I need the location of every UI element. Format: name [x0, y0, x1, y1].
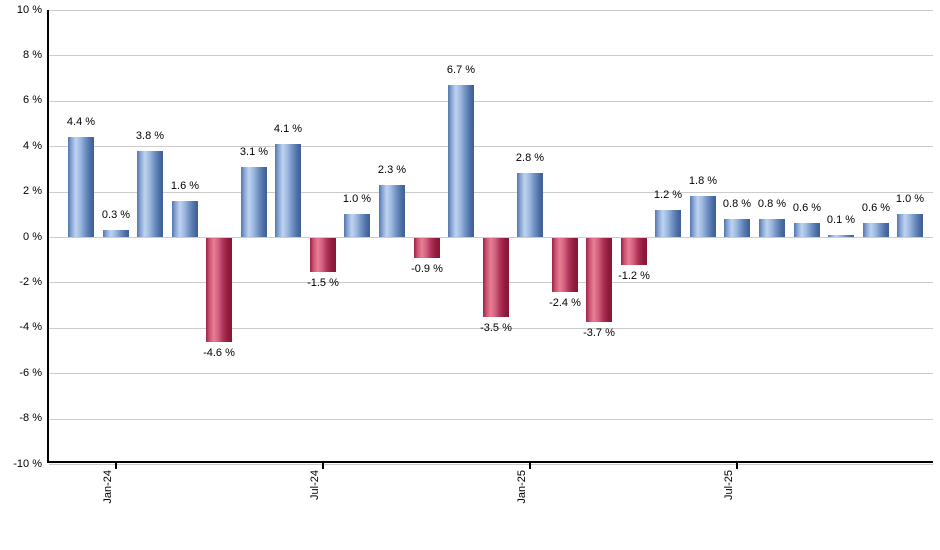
x-axis-tick-label: Jul-25	[723, 470, 735, 500]
y-axis-tick-label: 8 %	[23, 49, 42, 61]
x-axis-tick-mark	[736, 463, 738, 469]
y-axis-tick-label: 10 %	[16, 4, 42, 16]
positive-return-bar	[68, 137, 94, 237]
x-axis-line	[47, 461, 933, 463]
negative-return-bar	[621, 238, 647, 265]
gridline	[49, 192, 933, 193]
positive-return-bar	[103, 230, 129, 237]
positive-return-bar	[759, 219, 785, 237]
bar-value-label: 1.8 %	[688, 175, 718, 187]
positive-return-bar	[690, 196, 716, 237]
bar-value-label: 0.3 %	[101, 209, 131, 221]
gridline	[49, 146, 933, 147]
bar-value-label: 0.8 %	[722, 198, 752, 210]
gridline	[49, 55, 933, 56]
y-axis-tick-label: 2 %	[23, 185, 42, 197]
bar-value-label: 0.6 %	[792, 202, 822, 214]
gridline	[49, 328, 933, 329]
bar-value-label: -1.5 %	[307, 277, 339, 289]
bar-value-label: 4.1 %	[273, 123, 303, 135]
bar-value-label: 0.8 %	[757, 198, 787, 210]
positive-return-bar	[517, 173, 543, 237]
negative-return-bar	[552, 238, 578, 292]
positive-return-bar	[448, 85, 474, 237]
x-axis-tick-mark	[322, 463, 324, 469]
y-axis-tick-label: 6 %	[23, 94, 42, 106]
x-axis-tick-mark	[115, 463, 117, 469]
x-axis-tick-label: Jan-25	[516, 470, 528, 504]
y-axis-tick-label: 0 %	[23, 231, 42, 243]
negative-return-bar	[483, 238, 509, 317]
positive-return-bar	[172, 201, 198, 237]
y-axis-tick-label: -10 %	[13, 458, 42, 470]
negative-return-bar	[310, 238, 336, 272]
positive-return-bar	[863, 223, 889, 237]
gridline	[49, 419, 933, 420]
positive-return-bar	[241, 167, 267, 237]
bar-value-label: -3.5 %	[480, 322, 512, 334]
positive-return-bar	[794, 223, 820, 237]
bar-value-label: 1.0 %	[895, 193, 925, 205]
bar-value-label: 3.8 %	[135, 130, 165, 142]
gridline	[49, 101, 933, 102]
y-axis-tick-label: -8 %	[19, 412, 42, 424]
positive-return-bar	[137, 151, 163, 237]
x-axis-tick-mark	[529, 463, 531, 469]
gridline	[49, 373, 933, 374]
bar-value-label: 2.8 %	[515, 152, 545, 164]
positive-return-bar	[344, 214, 370, 237]
y-axis-tick-label: 4 %	[23, 140, 42, 152]
positive-return-bar	[379, 185, 405, 237]
positive-return-bar	[655, 210, 681, 237]
bar-value-label: 1.0 %	[342, 193, 372, 205]
bar-value-label: -0.9 %	[411, 263, 443, 275]
bar-value-label: 2.3 %	[377, 164, 407, 176]
bar-value-label: 0.1 %	[826, 214, 856, 226]
x-axis-tick-label: Jan-24	[102, 470, 114, 504]
positive-return-bar	[275, 144, 301, 237]
gridline	[49, 237, 933, 238]
gridline	[49, 464, 933, 465]
bar-value-label: -3.7 %	[583, 327, 615, 339]
bar-value-label: 1.6 %	[170, 180, 200, 192]
bar-value-label: 0.6 %	[861, 202, 891, 214]
bar-value-label: 6.7 %	[446, 64, 476, 76]
positive-return-bar	[828, 235, 854, 237]
negative-return-bar	[414, 238, 440, 258]
bar-value-label: 4.4 %	[66, 116, 96, 128]
positive-return-bar	[724, 219, 750, 237]
bar-value-label: 3.1 %	[239, 146, 269, 158]
x-axis-tick-label: Jul-24	[309, 470, 321, 500]
bar-value-label: -1.2 %	[618, 270, 650, 282]
negative-return-bar	[206, 238, 232, 342]
gridline	[49, 10, 933, 11]
bar-value-label: -4.6 %	[203, 347, 235, 359]
negative-return-bar	[586, 238, 612, 322]
y-axis-tick-label: -2 %	[19, 276, 42, 288]
positive-return-bar	[897, 214, 923, 237]
y-axis-tick-label: -4 %	[19, 321, 42, 333]
bar-value-label: 1.2 %	[653, 189, 683, 201]
y-axis-tick-label: -6 %	[19, 367, 42, 379]
y-axis-line	[47, 10, 49, 463]
bar-value-label: -2.4 %	[549, 297, 581, 309]
